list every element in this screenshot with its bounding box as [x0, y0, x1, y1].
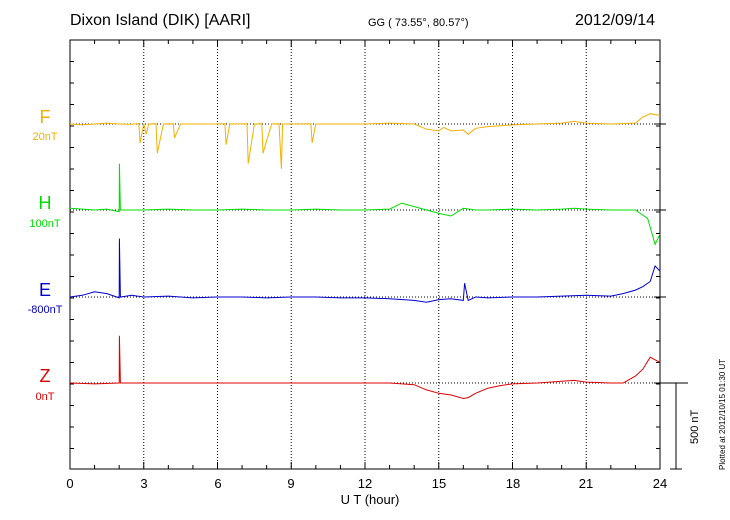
baseline-label-z: 0nT [35, 391, 55, 403]
x-tick-label: 12 [357, 476, 373, 491]
baseline-label-h: 100nT [29, 218, 61, 230]
component-label-f: F [39, 107, 51, 127]
x-tick-label: 24 [652, 476, 668, 491]
x-tick-label: 6 [214, 476, 222, 491]
baseline-label-e: -800nT [27, 304, 63, 316]
station-title: Dixon Island (DIK) [AARI] [70, 12, 251, 29]
series-line-e [69, 238, 661, 303]
x-axis-label: U T (hour) [340, 492, 400, 507]
series-line-z [69, 335, 661, 400]
date-label: 2012/09/14 [575, 12, 656, 29]
baseline-label-f: 20nT [32, 131, 58, 143]
geo-coordinates: GG ( 73.55°, 80.57°) [368, 17, 469, 29]
component-label-z: Z [39, 366, 51, 386]
x-tick-label: 21 [578, 476, 594, 491]
series-line-f [69, 113, 661, 169]
plot-frame [69, 39, 661, 470]
x-tick-label: 15 [431, 476, 447, 491]
x-tick-label: 0 [66, 476, 74, 491]
component-label-e: E [38, 280, 51, 300]
x-tick-label: 9 [287, 476, 295, 491]
x-tick-label: 18 [505, 476, 521, 491]
series-line-h [69, 163, 661, 246]
component-label-h: H [38, 193, 52, 213]
x-tick-label: 3 [140, 476, 148, 491]
